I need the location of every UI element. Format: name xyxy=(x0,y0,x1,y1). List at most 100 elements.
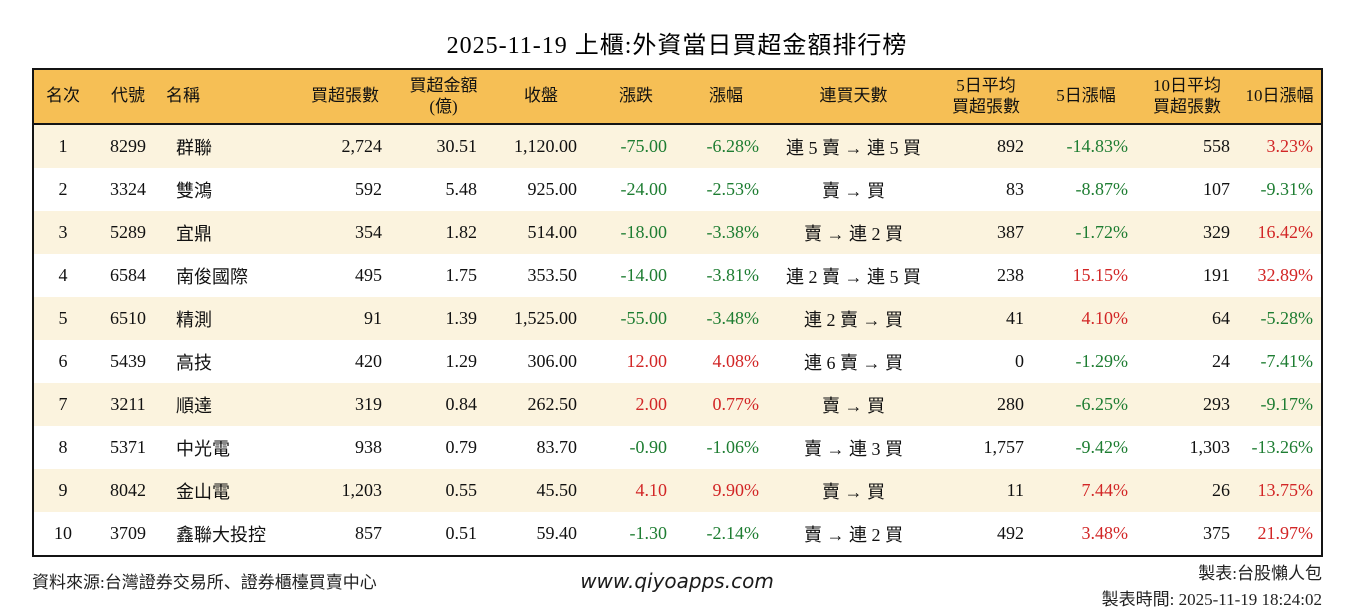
table-row: 10 3709 鑫聯大投控 857 0.51 59.40 -1.30 -2.14% 賣 → 連 … xyxy=(34,512,1321,555)
cell-streak: 賣 → 買 xyxy=(822,481,885,502)
cell-close: 306.00 xyxy=(527,351,578,371)
cell-pct10: 21.97% xyxy=(1257,523,1314,543)
cell-net-buy-volume: 319 xyxy=(355,394,382,414)
cell-close: 262.50 xyxy=(527,394,578,414)
cell-avg10-volume: 64 xyxy=(1212,308,1230,328)
column-header-pct5: 5日漲幅 xyxy=(1056,86,1116,106)
cell-net-buy-amount: 0.51 xyxy=(445,523,478,543)
cell-net-buy-volume: 495 xyxy=(355,265,382,285)
column-header-close: 收盤 xyxy=(524,86,558,106)
data-source-note: 資料來源:台灣證券交易所、證券櫃檯買賣中心 xyxy=(32,573,377,592)
cell-close: 59.40 xyxy=(536,523,578,543)
cell-avg10-volume: 1,303 xyxy=(1189,437,1231,457)
cell-close: 1,120.00 xyxy=(514,136,577,156)
cell-net-buy-volume: 1,203 xyxy=(341,480,383,500)
table-row: 4 6584 南俊國際 495 1.75 353.50 -14.00 -3.81% 連 2 賣 … xyxy=(34,254,1321,297)
cell-net-buy-amount: 1.82 xyxy=(445,222,478,242)
cell-pct10: -7.41% xyxy=(1260,351,1314,371)
column-header-net-buy-amount: 買超金額 (億) xyxy=(409,76,478,116)
cell-code: 5439 xyxy=(110,351,146,371)
cell-avg10-volume: 558 xyxy=(1203,136,1230,156)
cell-avg10-volume: 24 xyxy=(1212,351,1230,371)
cell-avg10-volume: 191 xyxy=(1203,265,1230,285)
cell-change-pct: 4.08% xyxy=(712,351,760,371)
cell-avg5-volume: 0 xyxy=(1015,351,1024,371)
table-row: 6 5439 高技 420 1.29 306.00 12.00 4.08% 連 6 賣 → 買 0… xyxy=(34,340,1321,383)
cell-avg5-volume: 387 xyxy=(997,222,1024,242)
cell-name: 宜鼎 xyxy=(176,223,212,244)
table-header-row: 名次 代號 名稱 買超張數 買超金額 (億) 收盤 漲跌 漲幅 連買天數 5日平均 買超張數 5日漲… xyxy=(34,70,1321,125)
cell-change: -14.00 xyxy=(620,265,668,285)
cell-avg5-volume: 11 xyxy=(1006,480,1024,500)
cell-change-pct: 9.90% xyxy=(712,480,760,500)
cell-avg5-volume: 492 xyxy=(997,523,1024,543)
cell-close: 45.50 xyxy=(536,480,578,500)
table-row: 5 6510 精測 91 1.39 1,525.00 -55.00 -3.48% 連 2 賣 →… xyxy=(34,297,1321,340)
cell-change-pct: -2.53% xyxy=(706,179,760,199)
cell-name: 精測 xyxy=(176,309,212,330)
table-row: 9 8042 金山電 1,203 0.55 45.50 4.10 9.90% 賣 → 買 11 7.… xyxy=(34,469,1321,512)
cell-avg5-volume: 892 xyxy=(997,136,1024,156)
cell-pct5: 15.15% xyxy=(1072,265,1129,285)
cell-name: 中光電 xyxy=(176,438,230,459)
cell-change-pct: -3.81% xyxy=(706,265,760,285)
cell-pct5: 4.10% xyxy=(1081,308,1129,328)
cell-net-buy-volume: 857 xyxy=(355,523,382,543)
cell-change-pct: -3.48% xyxy=(706,308,760,328)
cell-code: 3709 xyxy=(110,523,146,543)
table-row: 8 5371 中光電 938 0.79 83.70 -0.90 -1.06% 賣 → 連 3 買… xyxy=(34,426,1321,469)
cell-change-pct: -1.06% xyxy=(706,437,760,457)
cell-net-buy-volume: 354 xyxy=(355,222,382,242)
column-header-streak: 連買天數 xyxy=(819,86,888,106)
cell-rank: 10 xyxy=(54,523,72,543)
cell-net-buy-volume: 592 xyxy=(355,179,382,199)
cell-code: 3211 xyxy=(110,394,146,414)
cell-close: 1,525.00 xyxy=(514,308,577,328)
column-header-avg10-volume: 10日平均 買超張數 xyxy=(1153,76,1221,116)
cell-net-buy-volume: 91 xyxy=(364,308,382,328)
cell-rank: 7 xyxy=(58,394,68,414)
cell-pct5: 3.48% xyxy=(1081,523,1129,543)
cell-rank: 3 xyxy=(58,222,68,242)
cell-name: 順達 xyxy=(176,395,212,416)
cell-rank: 2 xyxy=(58,179,68,199)
cell-rank: 8 xyxy=(58,437,68,457)
cell-pct10: 13.75% xyxy=(1257,480,1314,500)
cell-change-pct: -2.14% xyxy=(706,523,760,543)
cell-avg5-volume: 1,757 xyxy=(983,437,1025,457)
cell-close: 925.00 xyxy=(527,179,578,199)
column-header-code: 代號 xyxy=(111,86,145,106)
cell-streak: 賣 → 連 3 買 xyxy=(804,438,903,459)
cell-change-pct: 0.77% xyxy=(712,394,760,414)
cell-pct10: -5.28% xyxy=(1260,308,1314,328)
cell-change-pct: -3.38% xyxy=(706,222,760,242)
cell-change: -75.00 xyxy=(620,136,668,156)
cell-avg10-volume: 329 xyxy=(1203,222,1230,242)
cell-rank: 4 xyxy=(58,265,68,285)
cell-pct5: 7.44% xyxy=(1081,480,1129,500)
cell-close: 353.50 xyxy=(527,265,578,285)
cell-close: 514.00 xyxy=(527,222,578,242)
column-header-rank: 名次 xyxy=(46,86,80,106)
table-row: 7 3211 順達 319 0.84 262.50 2.00 0.77% 賣 → 買 280 -6.… xyxy=(34,383,1321,426)
cell-name: 金山電 xyxy=(176,481,230,502)
cell-name: 鑫聯大投控 xyxy=(176,524,266,545)
cell-net-buy-amount: 1.29 xyxy=(445,351,478,371)
cell-name: 高技 xyxy=(176,352,212,373)
cell-avg10-volume: 26 xyxy=(1212,480,1230,500)
cell-avg5-volume: 280 xyxy=(997,394,1024,414)
cell-pct5: -8.87% xyxy=(1075,179,1129,199)
cell-net-buy-amount: 5.48 xyxy=(445,179,478,199)
cell-pct5: -14.83% xyxy=(1066,136,1129,156)
cell-change: 12.00 xyxy=(626,351,668,371)
cell-code: 8042 xyxy=(110,480,146,500)
table-row: 3 5289 宜鼎 354 1.82 514.00 -18.00 -3.38% 賣 → 連 2 … xyxy=(34,211,1321,254)
cell-avg5-volume: 41 xyxy=(1006,308,1024,328)
cell-code: 8299 xyxy=(110,136,146,156)
table-body: 1 8299 群聯 2,724 30.51 1,120.00 -75.00 -6.28% 連 5… xyxy=(34,125,1321,555)
page-title: 2025-11-19 上櫃:外資當日買超金額排行榜 xyxy=(446,33,908,59)
cell-code: 5371 xyxy=(110,437,146,457)
column-header-avg5-volume: 5日平均 買超張數 xyxy=(952,76,1020,116)
cell-pct5: -6.25% xyxy=(1075,394,1129,414)
cell-net-buy-amount: 0.79 xyxy=(445,437,478,457)
